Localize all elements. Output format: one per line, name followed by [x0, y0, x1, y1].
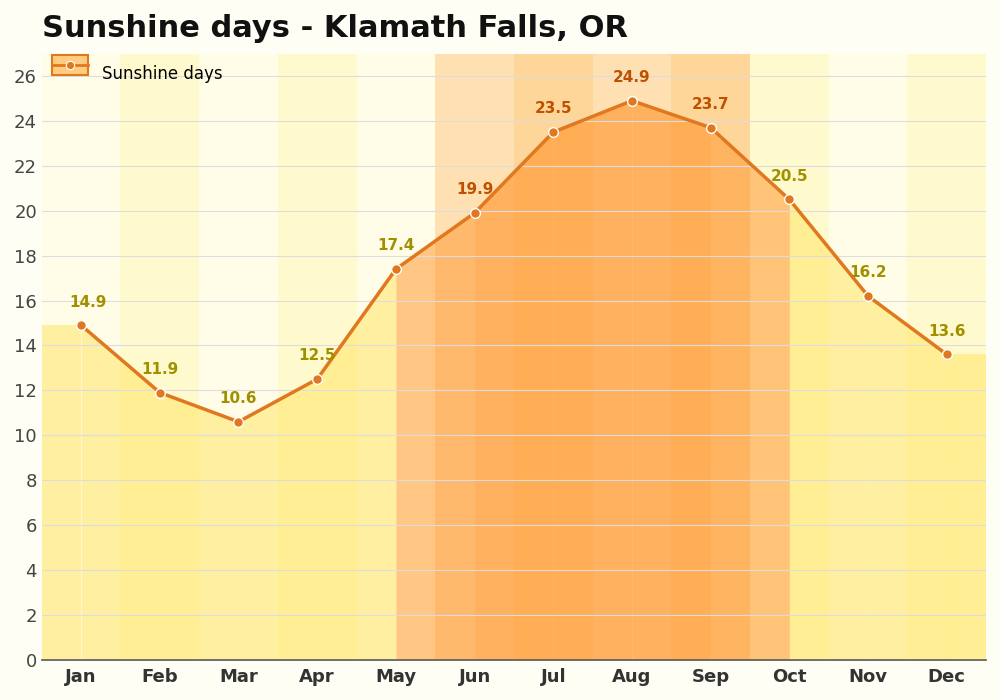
Bar [278, 54, 357, 660]
Text: 13.6: 13.6 [928, 323, 966, 339]
Bar [357, 54, 435, 660]
Bar [593, 54, 671, 660]
Bar [120, 54, 199, 660]
Text: 19.9: 19.9 [456, 182, 493, 197]
Bar [671, 54, 750, 660]
Text: 17.4: 17.4 [377, 239, 415, 253]
Text: 16.2: 16.2 [849, 265, 887, 280]
Bar [199, 54, 278, 660]
Text: 12.5: 12.5 [298, 349, 336, 363]
Text: 24.9: 24.9 [613, 70, 651, 85]
Text: 11.9: 11.9 [141, 362, 178, 377]
Bar [435, 54, 514, 660]
Legend: Sunshine days: Sunshine days [45, 57, 229, 90]
Text: 20.5: 20.5 [771, 169, 808, 184]
Bar [907, 54, 986, 660]
Text: 23.5: 23.5 [534, 102, 572, 116]
Text: Sunshine days - Klamath Falls, OR: Sunshine days - Klamath Falls, OR [42, 14, 628, 43]
Text: 10.6: 10.6 [220, 391, 257, 406]
Text: 23.7: 23.7 [692, 97, 729, 112]
Text: 14.9: 14.9 [69, 295, 107, 309]
Bar [42, 54, 120, 660]
Bar [514, 54, 593, 660]
Bar [750, 54, 829, 660]
Bar [829, 54, 907, 660]
